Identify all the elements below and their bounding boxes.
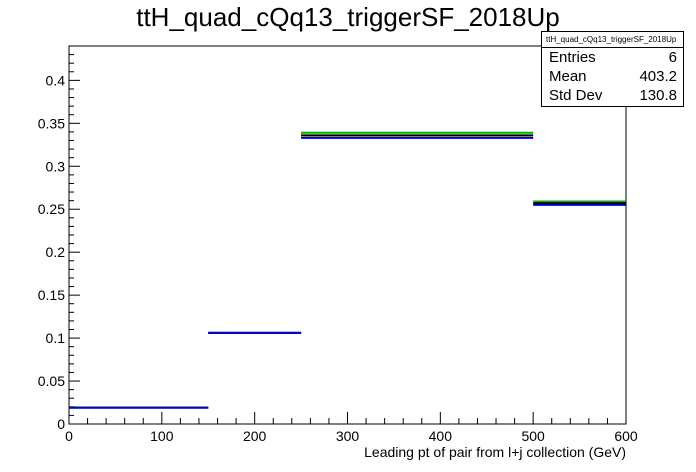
x-tick-label: 500 xyxy=(521,428,545,444)
stats-label: Mean xyxy=(549,68,587,85)
stats-value: 130.8 xyxy=(639,87,677,104)
y-tick-label: 0.05 xyxy=(38,373,65,389)
stats-label: Std Dev xyxy=(549,87,603,104)
y-tick-label: 0.15 xyxy=(38,287,65,303)
x-tick-label: 100 xyxy=(150,428,174,444)
stats-row-entries: Entries 6 xyxy=(542,48,683,67)
stats-label: Entries xyxy=(549,49,596,66)
x-tick-label: 200 xyxy=(243,428,267,444)
chart-title: ttH_quad_cQq13_triggerSF_2018Up xyxy=(136,2,560,32)
y-tick-label: 0 xyxy=(57,416,65,432)
x-tick-label: 600 xyxy=(614,428,638,444)
stats-value: 403.2 xyxy=(639,68,677,85)
y-tick-label: 0.1 xyxy=(46,330,66,346)
series-layer xyxy=(69,131,626,409)
stats-value: 6 xyxy=(668,49,677,66)
stats-box-name: ttH_quad_cQq13_triggerSF_2018Up xyxy=(542,32,683,48)
stats-box: ttH_quad_cQq13_triggerSF_2018Up Entries … xyxy=(541,31,684,107)
x-tick-label: 400 xyxy=(429,428,453,444)
y-tick-label: 0.35 xyxy=(38,115,65,131)
x-tick-label: 300 xyxy=(336,428,360,444)
y-tick-label: 0.4 xyxy=(46,72,66,88)
stats-row-mean: Mean 403.2 xyxy=(542,67,683,86)
stats-row-stddev: Std Dev 130.8 xyxy=(542,86,683,105)
x-tick-label: 0 xyxy=(65,428,73,444)
y-tick-label: 0.25 xyxy=(38,201,65,217)
x-axis-label: Leading pt of pair from l+j collection (… xyxy=(364,444,626,460)
axes: 0 0.05 0.1 0.15 0.2 0.25 0.3 0.35 0.4 0 100 200 300 4… xyxy=(38,45,638,444)
y-tick-label: 0.3 xyxy=(46,158,66,174)
y-tick-label: 0.2 xyxy=(46,244,66,260)
